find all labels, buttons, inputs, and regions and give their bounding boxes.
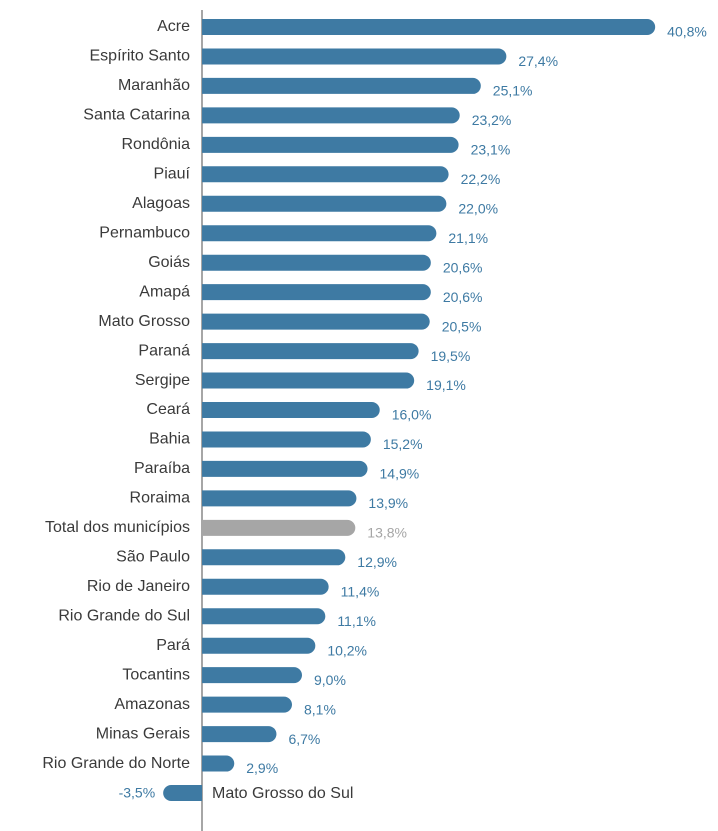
category-label: Sergipe [135, 372, 190, 389]
value-label: 2,9% [246, 760, 278, 776]
value-label: 11,4% [341, 583, 380, 599]
category-label: São Paulo [116, 549, 190, 566]
value-label: 40,8% [667, 24, 707, 40]
value-label: 9,0% [314, 672, 346, 688]
value-label: 12,9% [357, 554, 397, 570]
bar [202, 77, 481, 94]
value-label: 25,1% [493, 83, 533, 99]
category-label: Goiás [148, 254, 190, 271]
category-label: Mato Grosso do Sul [212, 785, 353, 802]
bar [202, 519, 356, 536]
category-label: Rondônia [122, 136, 191, 153]
value-label: 22,2% [461, 171, 501, 187]
category-label: Ceará [146, 401, 190, 418]
bar [202, 343, 419, 360]
bar [202, 136, 459, 153]
category-label: Piauí [154, 166, 191, 183]
value-label: 22,0% [458, 200, 498, 216]
category-label: Minas Gerais [96, 725, 190, 742]
bar [202, 490, 357, 507]
bar [202, 402, 380, 418]
value-label: 27,4% [518, 53, 558, 69]
category-label: Pernambuco [99, 224, 190, 241]
category-label: Paraná [138, 342, 190, 359]
category-label: Alagoas [132, 195, 190, 212]
bar [202, 48, 507, 65]
bar [202, 195, 447, 212]
bar [202, 460, 368, 477]
bar [202, 578, 329, 595]
value-label: 10,2% [327, 642, 367, 658]
bar [202, 667, 302, 684]
value-label: 15,2% [383, 436, 423, 452]
category-label: Bahia [149, 431, 190, 448]
bar [202, 284, 431, 301]
bar [202, 225, 437, 242]
value-label: 16,0% [392, 407, 432, 423]
category-label: Roraima [130, 490, 191, 507]
value-label: 20,6% [443, 259, 483, 275]
category-label: Espírito Santo [90, 48, 191, 65]
value-label: 23,2% [472, 112, 512, 128]
value-label: 6,7% [288, 731, 320, 747]
value-label: 20,6% [443, 289, 483, 305]
bar [163, 785, 203, 801]
value-label: 23,1% [471, 142, 511, 158]
value-label: 19,5% [431, 348, 471, 364]
category-label: Rio Grande do Norte [42, 755, 190, 772]
category-label: Maranhão [118, 77, 190, 94]
bar [202, 637, 316, 654]
bar [202, 254, 431, 271]
category-label: Total dos municípios [45, 519, 190, 536]
category-label: Rio Grande do Sul [58, 607, 190, 624]
bar [202, 19, 656, 35]
value-label: 13,9% [368, 495, 408, 511]
category-label: Acre [157, 18, 190, 35]
category-label: Rio de Janeiro [87, 578, 190, 595]
bar [202, 696, 292, 713]
bar [202, 608, 326, 625]
category-label: Amazonas [114, 696, 190, 713]
bar [202, 431, 371, 448]
category-label: Amapá [139, 283, 190, 300]
bar [202, 107, 460, 124]
category-label: Mato Grosso [98, 313, 190, 330]
bar [202, 726, 277, 743]
value-label: 8,1% [304, 701, 336, 717]
bar [202, 372, 415, 389]
value-label: 19,1% [426, 377, 466, 393]
value-label: -3,5% [119, 785, 156, 801]
category-label: Santa Catarina [83, 107, 190, 124]
bar [202, 166, 449, 183]
value-label: 11,1% [337, 613, 376, 629]
value-label: 13,8% [367, 525, 407, 541]
value-label: 20,5% [442, 318, 482, 334]
bar [202, 755, 235, 772]
category-label: Pará [156, 637, 190, 654]
bar [202, 549, 346, 566]
category-label: Paraíba [134, 460, 190, 477]
value-label: 14,9% [380, 466, 420, 482]
value-label: 21,1% [448, 230, 488, 246]
category-label: Tocantins [122, 666, 190, 683]
bar [202, 313, 430, 330]
